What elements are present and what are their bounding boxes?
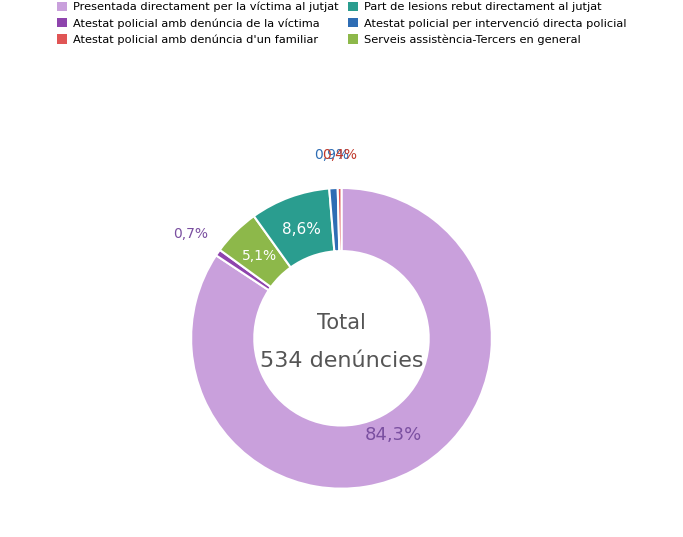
Text: 84,3%: 84,3%: [365, 426, 422, 444]
Wedge shape: [254, 188, 335, 267]
Wedge shape: [329, 188, 339, 251]
Legend: Presentada directament per la víctima al jutjat, Atestat policial amb denúncia d: Presentada directament per la víctima al…: [53, 0, 630, 48]
Text: 0,9%: 0,9%: [314, 148, 349, 162]
Wedge shape: [216, 250, 271, 290]
Text: 5,1%: 5,1%: [242, 249, 277, 263]
Wedge shape: [337, 188, 342, 251]
Text: 8,6%: 8,6%: [282, 222, 321, 237]
Wedge shape: [220, 216, 291, 287]
Text: 534 denúncies: 534 denúncies: [260, 351, 423, 371]
Text: 0,7%: 0,7%: [173, 227, 208, 241]
Wedge shape: [191, 188, 492, 489]
Text: 0,4%: 0,4%: [322, 148, 357, 162]
Text: Total: Total: [317, 313, 366, 333]
